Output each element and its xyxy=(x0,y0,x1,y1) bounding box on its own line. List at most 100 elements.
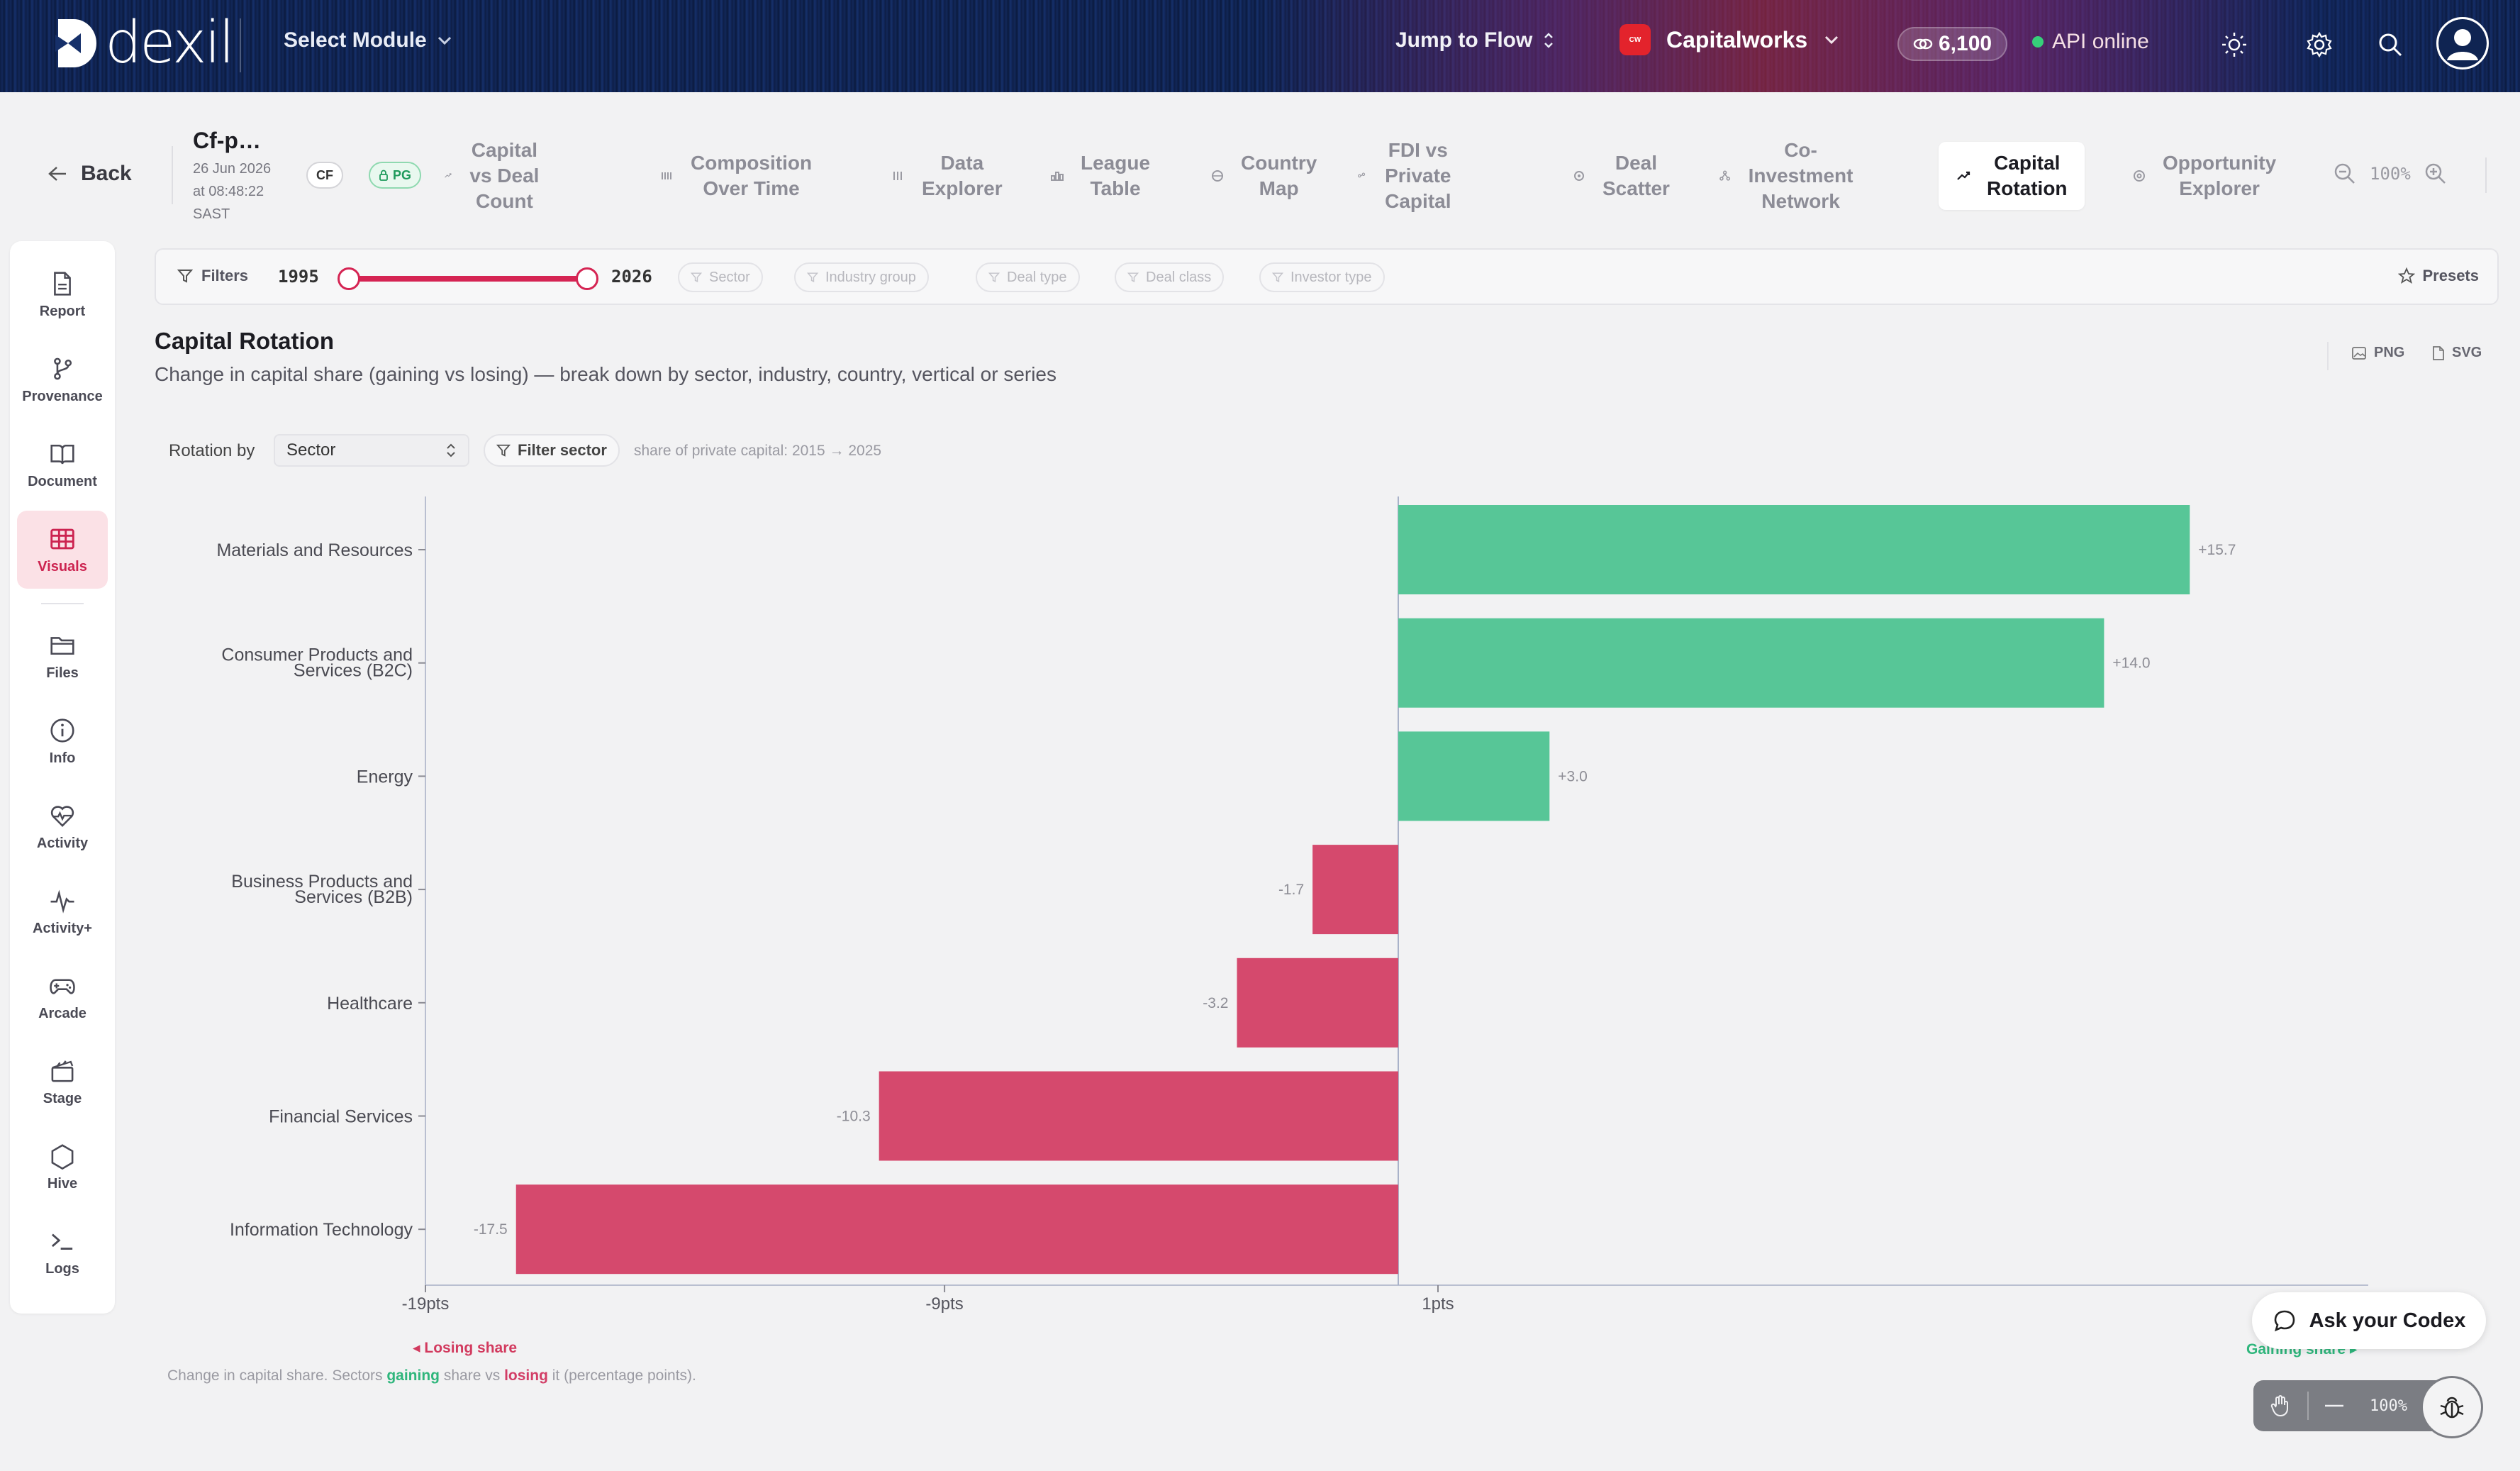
bar-financial-services[interactable] xyxy=(879,1071,1398,1161)
rail-item-label: Stage xyxy=(43,1090,82,1106)
rail-item-report[interactable]: Report xyxy=(17,255,108,333)
funnel-icon xyxy=(988,272,1000,282)
year-from-handle[interactable] xyxy=(338,267,360,290)
tab-label-line: Table xyxy=(1090,177,1141,199)
tab-co-investment-network[interactable]: Co-Investment Network xyxy=(1719,139,1855,212)
filter-chip-deal-class[interactable]: Deal class xyxy=(1115,262,1225,292)
tab-capital-rotation[interactable]: Capital Rotation xyxy=(1939,142,2085,210)
tab-label-line: Map xyxy=(1259,177,1299,199)
league-icon xyxy=(1051,172,1064,181)
tab-label-line: Count xyxy=(475,190,533,212)
sun-icon xyxy=(2222,33,2246,57)
bar-business-products-and-services-b2b[interactable] xyxy=(1312,845,1398,935)
filter-chip-sector[interactable]: Sector xyxy=(678,262,763,292)
tab-composition-over-time[interactable]: Composition Over Time xyxy=(659,142,812,210)
compare-icon xyxy=(1358,172,1366,178)
updown-chevron-icon xyxy=(1544,33,1554,48)
pan-tool-button[interactable] xyxy=(2253,1394,2307,1417)
coins-icon xyxy=(1913,38,1933,50)
tab-opportunity-explorer[interactable]: Opportunity Explorer xyxy=(2131,142,2276,210)
tab-data-explorer[interactable]: Data Explorer xyxy=(891,142,1003,210)
select-module-dropdown[interactable]: Select Module xyxy=(284,28,452,52)
tab-country-map[interactable]: Country Map xyxy=(1210,142,1317,210)
rail-item-files[interactable]: Files xyxy=(17,617,108,695)
zoom-in-icon[interactable] xyxy=(2424,162,2448,186)
presets-button[interactable]: Presets xyxy=(2398,267,2479,285)
zoom-out-icon[interactable] xyxy=(2333,162,2357,186)
tab-league-table[interactable]: League Table xyxy=(1049,142,1150,210)
funnel-icon xyxy=(807,272,818,282)
bar-healthcare[interactable] xyxy=(1237,957,1398,1048)
filter-chip-deal-type[interactable]: Deal type xyxy=(976,262,1080,292)
search-button[interactable] xyxy=(2373,27,2408,62)
rail-item-activity[interactable]: Activity xyxy=(17,787,108,865)
bar-consumer-products-and-services-b2c[interactable] xyxy=(1398,618,2104,708)
avatar[interactable] xyxy=(2436,17,2489,70)
category-label-line: Consumer Products and xyxy=(221,645,413,665)
dexil-logo[interactable]: dexil xyxy=(52,14,235,72)
zoom-minus-button[interactable] xyxy=(2309,1404,2360,1407)
ask-codex-button[interactable]: Ask your Codex xyxy=(2252,1292,2486,1349)
topbar-divider xyxy=(240,18,241,72)
export-png-button[interactable]: PNG xyxy=(2351,345,2404,361)
filters-label: Filters xyxy=(201,267,249,284)
filter-chip-investor-type[interactable]: Investor type xyxy=(1259,262,1385,292)
rotation-by-select[interactable]: Sector xyxy=(274,434,469,467)
rail-item-document[interactable]: Document xyxy=(17,426,108,504)
rail-item-activity-plus[interactable]: Activity+ xyxy=(17,872,108,950)
value-label: +3.0 xyxy=(1558,768,1587,784)
org-switcher[interactable]: CW Capitalworks xyxy=(1619,24,1840,55)
chat-bubble-icon xyxy=(2274,1310,2295,1332)
org-name: Capitalworks xyxy=(1666,26,1808,52)
jump-to-flow-button[interactable]: Jump to Flow xyxy=(1395,28,1555,52)
image-icon xyxy=(2352,346,2366,360)
tab-label: FDI vs Private Capital xyxy=(1381,138,1454,214)
theme-toggle-button[interactable] xyxy=(2217,27,2252,62)
rail-item-visuals[interactable]: Visuals xyxy=(17,511,108,589)
export-divider xyxy=(2327,342,2329,370)
hand-icon xyxy=(2270,1395,2288,1417)
filter-chip-industry-group[interactable]: Industry group xyxy=(794,262,929,292)
year-to-handle[interactable] xyxy=(576,267,598,290)
rail-item-info[interactable]: Info xyxy=(17,702,108,780)
year-range-track[interactable] xyxy=(349,276,587,282)
category-label-line: Business Products and xyxy=(231,872,413,892)
export-svg-button[interactable]: SVG xyxy=(2432,345,2482,361)
document-date: 26 Jun 2026 xyxy=(193,161,272,177)
value-label: -3.2 xyxy=(1203,995,1228,1011)
rail-item-arcade[interactable]: Arcade xyxy=(17,957,108,1036)
rail-item-provenance[interactable]: Provenance xyxy=(17,340,108,418)
zoom-bar-divider xyxy=(2307,1392,2309,1420)
document-title[interactable]: Cf-p… xyxy=(193,128,261,153)
tab-label: Opportunity Explorer xyxy=(2163,150,2276,201)
filter-sector-button[interactable]: Filter sector xyxy=(484,434,620,467)
bar-materials-and-resources[interactable] xyxy=(1398,505,2190,594)
settings-button[interactable] xyxy=(2302,27,2337,62)
rail-divider xyxy=(41,603,84,604)
value-label: -1.7 xyxy=(1278,882,1304,898)
chevron-down-icon xyxy=(437,36,451,45)
back-button[interactable]: Back xyxy=(47,162,132,186)
rail-item-logs[interactable]: Logs xyxy=(17,1213,108,1291)
tab-capital-vs-deal-count[interactable]: Capital vs Deal Count xyxy=(444,139,541,212)
debug-button[interactable] xyxy=(2421,1376,2483,1438)
rail-item-stage[interactable]: Stage xyxy=(17,1043,108,1121)
tab-label-line: Deal xyxy=(1615,152,1658,174)
rail-item-hive[interactable]: Hive xyxy=(17,1128,108,1206)
select-module-label: Select Module xyxy=(284,28,427,52)
caption-middle: share vs xyxy=(440,1367,505,1384)
api-status-label: API online xyxy=(2052,30,2149,53)
jump-to-flow-label: Jump to Flow xyxy=(1395,28,1533,52)
document-time: at 08:48:22 xyxy=(193,184,264,199)
tab-fdi-vs-private-capital[interactable]: FDI vs Private Capital xyxy=(1357,139,1454,212)
filters-toggle[interactable]: Filters xyxy=(177,267,248,285)
losing-share-hint: ◂ Losing share xyxy=(413,1340,518,1356)
category-label: Consumer Products and Services (B2C) xyxy=(221,645,413,681)
tab-label-line: Data xyxy=(940,152,984,174)
bar-information-technology[interactable] xyxy=(515,1184,1398,1275)
tab-deal-scatter[interactable]: Deal Scatter xyxy=(1571,142,1670,210)
credits-badge[interactable]: 6,100 xyxy=(1897,27,2008,61)
bar-energy[interactable] xyxy=(1398,731,1550,821)
book-icon xyxy=(50,444,74,464)
target-icon xyxy=(2134,170,2145,182)
